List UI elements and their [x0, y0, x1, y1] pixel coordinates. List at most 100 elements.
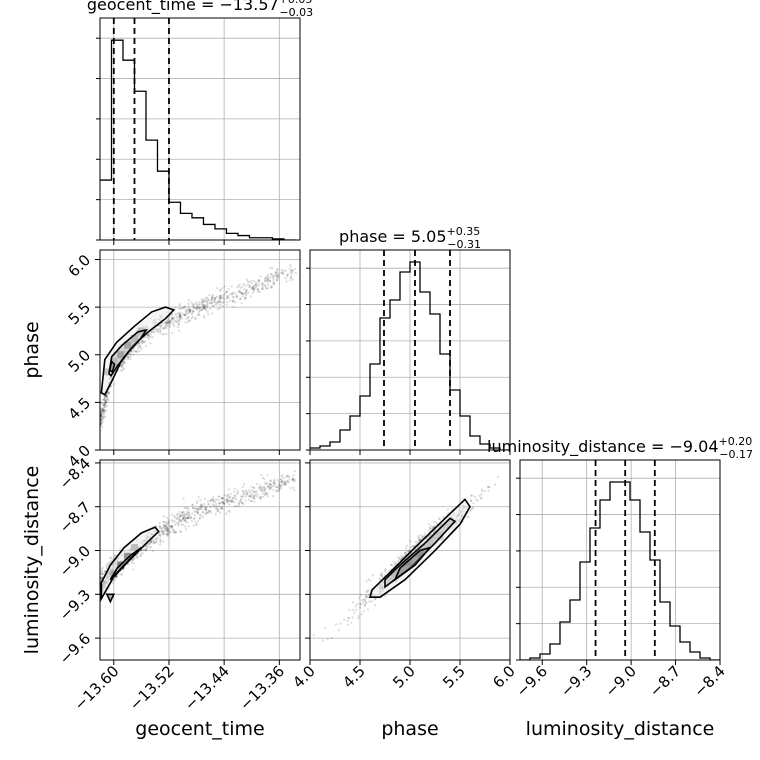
scatter-point: [272, 274, 275, 277]
scatter-point: [225, 497, 228, 501]
scatter-point: [170, 316, 174, 319]
scatter-point: [252, 486, 255, 489]
scatter-point: [228, 495, 231, 498]
scatter-point: [217, 495, 220, 498]
scatter-point: [156, 328, 160, 331]
scatter-point: [245, 492, 249, 496]
scatter-point: [291, 269, 294, 272]
scatter-point: [244, 292, 247, 295]
scatter-point: [217, 499, 220, 502]
scatter-point: [219, 296, 222, 299]
scatter-point: [248, 494, 251, 498]
scatter-point: [280, 485, 283, 488]
scatter-point: [120, 573, 124, 576]
scatter-point: [245, 289, 249, 292]
scatter-point: [263, 489, 267, 492]
scatter-point: [257, 290, 260, 293]
scatter-point: [113, 554, 116, 557]
scatter-point: [215, 302, 219, 306]
scatter-point: [427, 523, 431, 526]
scatter-point: [277, 489, 280, 492]
scatter-point: [191, 315, 194, 319]
scatter-point: [188, 319, 191, 322]
scatter-point: [259, 486, 263, 489]
scatter-point: [206, 302, 209, 305]
scatter-point: [240, 291, 243, 295]
scatter-point: [179, 307, 182, 310]
scatter-point: [293, 268, 297, 271]
scatter-point: [245, 291, 248, 294]
scatter-point: [100, 569, 104, 573]
scatter-point: [196, 307, 199, 310]
scatter-point: [263, 280, 267, 283]
scatter-point: [196, 510, 199, 514]
scatter-point: [163, 524, 166, 527]
scatter-point: [158, 522, 161, 525]
scatter-point: [177, 323, 180, 326]
scatter-point: [104, 402, 107, 405]
scatter-point: [227, 493, 230, 496]
scatter-point: [219, 294, 222, 297]
scatter-point: [253, 497, 256, 500]
scatter-point: [103, 405, 106, 408]
scatter-point: [277, 483, 280, 486]
scatter-point: [139, 554, 142, 557]
scatter-point: [199, 508, 202, 511]
scatter-point: [367, 596, 370, 599]
scatter-point: [183, 513, 186, 516]
scatter-point: [177, 325, 180, 328]
scatter-point: [233, 505, 236, 508]
scatter-point: [185, 528, 188, 531]
scatter-point: [268, 279, 272, 282]
scatter-point: [102, 404, 105, 407]
scatter-point: [105, 404, 109, 408]
scatter-point: [176, 523, 180, 526]
scatter-point: [167, 528, 170, 531]
scatter-point: [120, 369, 124, 372]
scatter-point: [147, 333, 150, 336]
scatter-point: [280, 480, 283, 483]
scatter-point: [205, 306, 208, 309]
scatter-point: [264, 277, 267, 280]
scatter-point: [254, 494, 257, 497]
scatter-point: [421, 535, 424, 538]
scatter-point: [239, 298, 242, 301]
scatter-point: [261, 287, 264, 291]
scatter-point: [181, 511, 184, 515]
contour-1: [108, 328, 148, 377]
scatter-point: [241, 295, 244, 298]
scatter-point: [191, 506, 195, 510]
title-lower: −0.17: [719, 448, 753, 461]
scatter-point: [230, 292, 233, 295]
scatter-point: [224, 498, 227, 502]
scatter-point: [166, 321, 169, 324]
scatter-point: [248, 495, 251, 498]
scatter-point: [251, 287, 254, 290]
scatter-point: [269, 479, 272, 482]
scatter-point: [248, 285, 251, 288]
y-tick-label: −9.6: [56, 630, 94, 668]
scatter-point: [255, 482, 259, 485]
scatter-point: [220, 507, 223, 510]
scatter-point: [252, 490, 255, 494]
scatter-point: [289, 486, 292, 490]
scatter-point: [103, 403, 106, 406]
scatter-point: [269, 286, 273, 289]
scatter-point: [111, 581, 114, 584]
scatter-point: [165, 533, 168, 536]
scatter-point: [186, 521, 189, 524]
scatter-point: [213, 303, 217, 307]
scatter-point: [214, 513, 217, 516]
scatter-point: [384, 568, 387, 572]
scatter-point: [105, 409, 108, 412]
scatter-point: [178, 315, 181, 318]
scatter-point: [269, 483, 272, 486]
scatter-point: [161, 529, 164, 532]
scatter-point: [266, 278, 269, 281]
scatter-point: [226, 501, 230, 504]
scatter-point: [428, 527, 432, 530]
scatter-point: [192, 310, 195, 313]
scatter-point: [179, 530, 182, 533]
scatter-point: [159, 539, 162, 542]
scatter-point: [248, 491, 251, 494]
